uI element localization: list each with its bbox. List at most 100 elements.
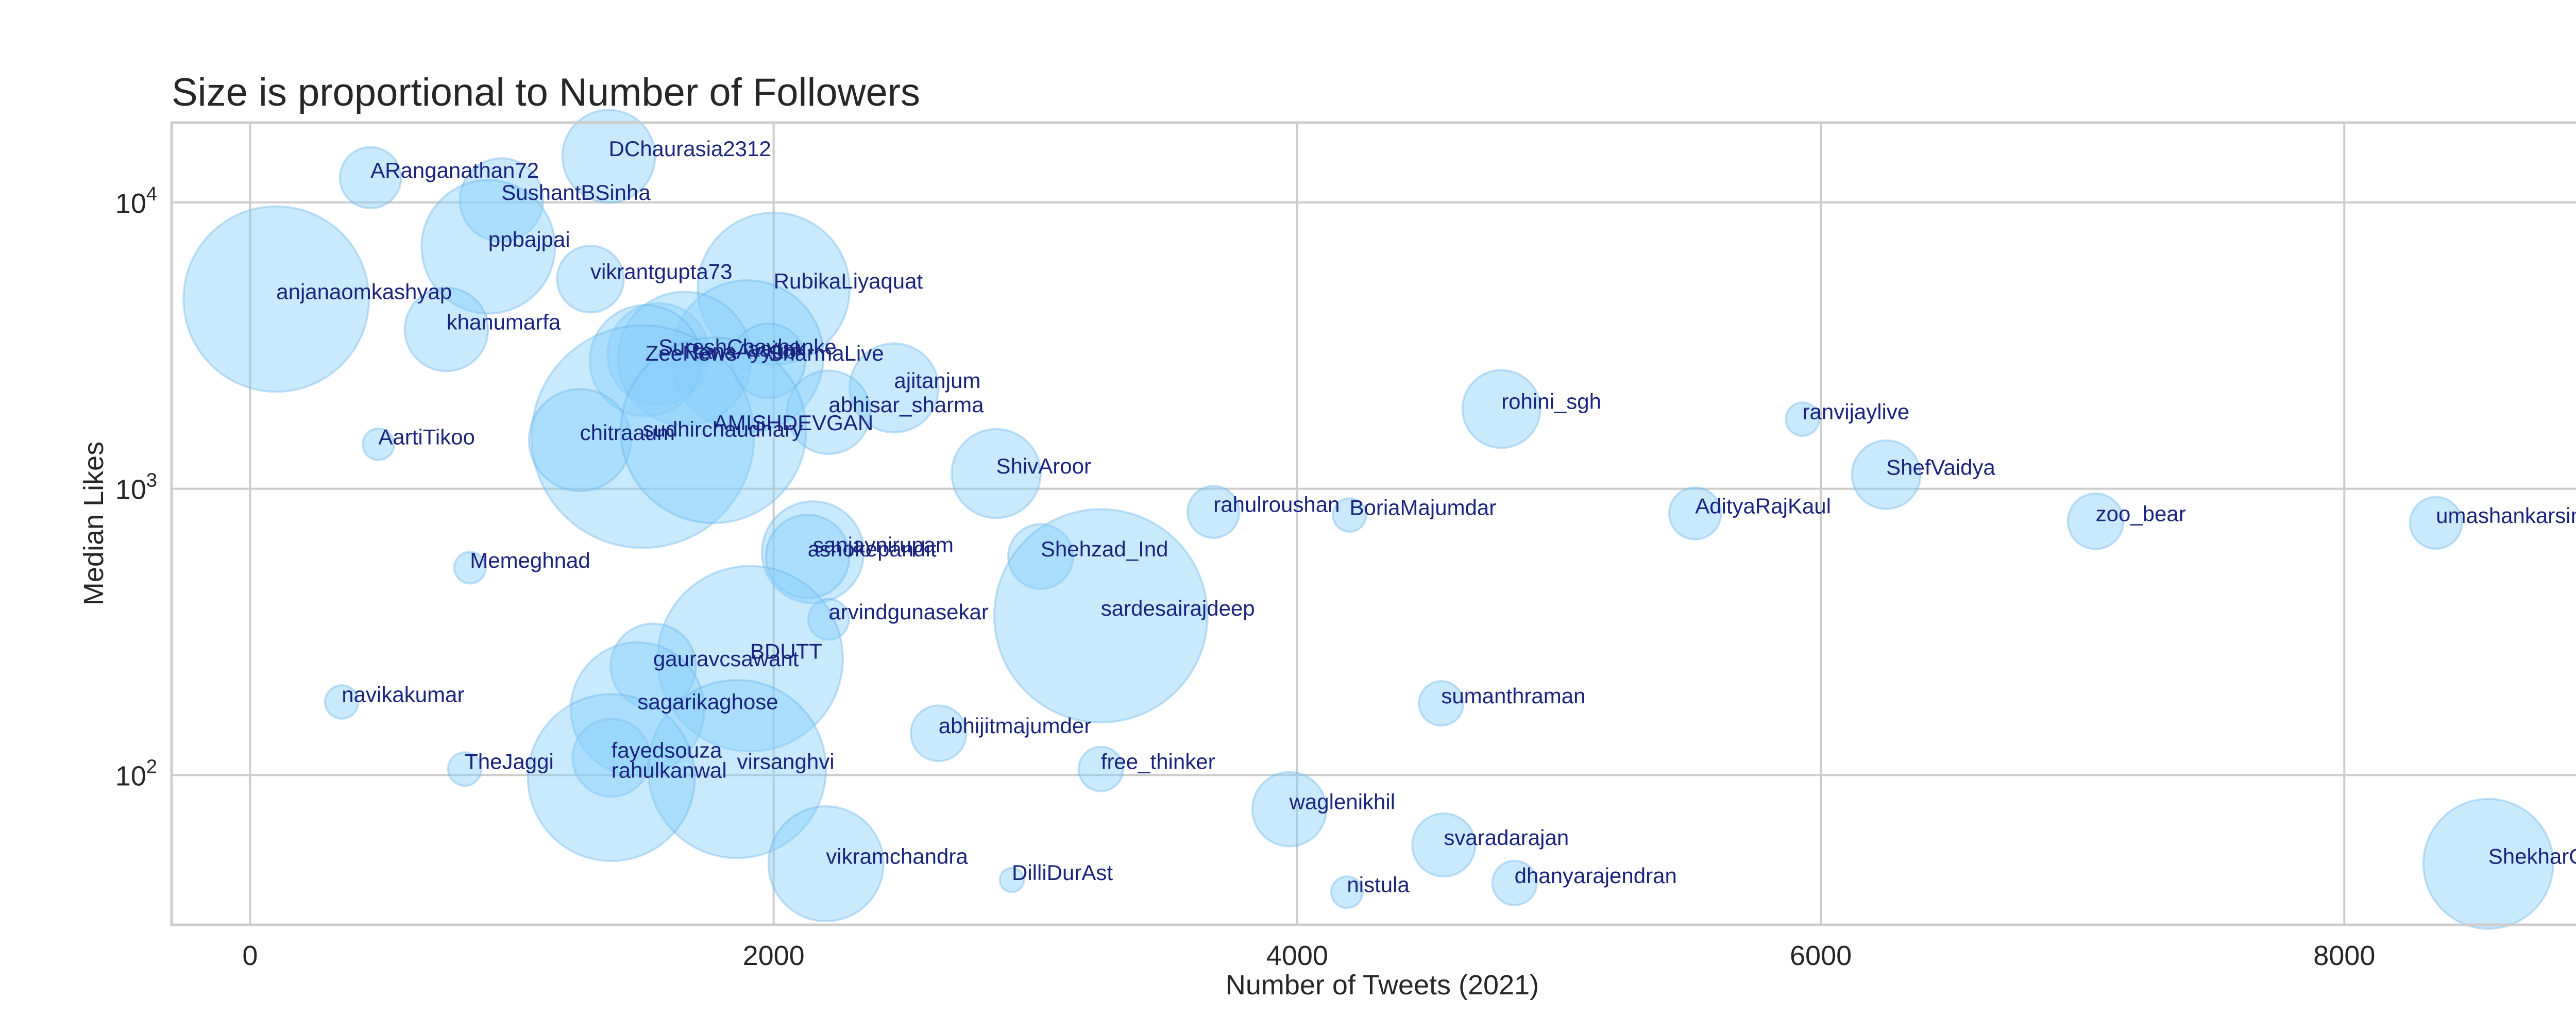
bubble-rahulkanwal[interactable] [527, 693, 696, 862]
plot-frame [170, 121, 2576, 926]
point-label-SushantBSinha: SushantBSinha [501, 180, 651, 205]
bubble-fayedsouza[interactable] [571, 718, 652, 798]
bubble-ShefVaidya[interactable] [1851, 439, 1922, 510]
point-label-waglenikhil: waglenikhil [1289, 790, 1395, 814]
point-label-free_thinker: free_thinker [1101, 750, 1215, 774]
bubble-sudhirchaudhary[interactable] [530, 324, 755, 549]
point-label-BoriaMajumdar: BoriaMajumdar [1349, 496, 1496, 520]
point-label-gauravcsawant: gauravcsawant [653, 647, 799, 671]
bubble-chitraaum[interactable] [528, 388, 632, 493]
point-label-sanjaynirupam: sanjaynirupam [813, 533, 954, 557]
point-label-dhanyarajendran: dhanyarajendran [1515, 863, 1677, 888]
bubble-vikramchandra[interactable] [767, 805, 885, 923]
bubble-SharmaLive[interactable] [730, 323, 807, 399]
bubble-DChaurasia2312[interactable] [561, 109, 656, 204]
point-label-rohini_sgh: rohini_sgh [1501, 390, 1601, 414]
bubble-arvindgunasekar[interactable] [807, 598, 850, 641]
point-label-virsanghvi: virsanghvi [737, 750, 835, 774]
bubble-sanjaynirupam[interactable] [760, 500, 865, 604]
bubble-vikrantgupta73[interactable] [556, 244, 625, 314]
point-label-khanumarfa: khanumarfa [447, 310, 561, 334]
tick-label-layer: 0 2000 4000 6000 8000 102 103 104 [115, 183, 2376, 971]
point-label-Memeghnad: Memeghnad [470, 548, 590, 572]
bubble-sumanthraman[interactable] [1418, 680, 1465, 727]
point-label-rahulroushan: rahulroushan [1213, 493, 1340, 517]
bubble-ashokepandit[interactable] [765, 514, 851, 600]
bubble-aajtak[interactable] [670, 279, 825, 434]
grid-layer [172, 123, 2576, 925]
point-label-umashankarsingh: umashankarsingh [2436, 503, 2576, 528]
bubble-BoriaMajumdar[interactable] [1332, 497, 1367, 533]
bubble-nistula[interactable] [1330, 875, 1364, 909]
bubble-sardesairajdeep[interactable] [993, 508, 1209, 724]
point-label-vikramchandra: vikramchandra [826, 844, 968, 869]
bubble-khanumarfa[interactable] [403, 286, 489, 372]
point-label-abhisar_sharma: abhisar_sharma [828, 393, 984, 417]
x-tick-label: 2000 [743, 940, 805, 971]
bubble-ppbajpai[interactable] [420, 179, 556, 315]
bubble-TheJaggi[interactable] [447, 751, 483, 787]
bubble-zoo_bear[interactable] [2066, 492, 2125, 550]
x-tick-label: 0 [242, 940, 258, 971]
point-label-sagarikaghose: sagarikaghose [637, 689, 778, 714]
y-axis-label: Median Likes [78, 442, 109, 605]
bubble-waglenikhil[interactable] [1251, 771, 1328, 848]
bubble-ajitanjum[interactable] [848, 342, 940, 434]
point-label-chitraaum: chitraaum [580, 420, 675, 445]
bubble-abhisar_sharma[interactable] [786, 369, 872, 455]
bubble-dhanyarajendran[interactable] [1491, 859, 1538, 906]
point-label-ShefVaidya: ShefVaidya [1886, 455, 1995, 479]
x-tick-label: 4000 [1266, 940, 1328, 971]
bubble-AartiTikoo[interactable] [361, 427, 396, 461]
bubble-Shehzad_Ind[interactable] [1007, 523, 1074, 590]
bubble-SushantBSinha[interactable] [459, 157, 545, 243]
bubble-free_thinker[interactable] [1077, 746, 1124, 792]
point-label-DilliDurAst: DilliDurAst [1012, 860, 1113, 885]
bubble-abhijitmajumder[interactable] [909, 704, 968, 763]
bubble-AdityaRajKaul[interactable] [1668, 486, 1722, 540]
point-label-vikrantgupta73: vikrantgupta73 [590, 260, 733, 284]
bubble-RubikaLiyaquat[interactable] [697, 211, 851, 366]
bubble-anjanaomkashyap[interactable] [182, 205, 370, 393]
bubble-ShivAroor[interactable] [951, 428, 1042, 519]
point-label-AdityaRajKaul: AdityaRajKaul [1695, 494, 1831, 518]
point-label-SureshChavhanke: SureshChavhanke [658, 335, 837, 359]
bubble-rohini_sgh[interactable] [1461, 369, 1541, 449]
bubble-AMISHDEVGAN[interactable] [619, 336, 807, 524]
bubble-ShekharGupta[interactable] [2422, 798, 2554, 930]
point-label-Shehzad_Ind: Shehzad_Ind [1041, 537, 1168, 561]
point-label-abhijitmajumder: abhijitmajumder [939, 714, 1091, 738]
point-label-fayedsouza: fayedsouza [612, 738, 722, 763]
point-label-AMISHDEVGAN: AMISHDEVGAN [714, 411, 873, 435]
point-label-ShivAroor: ShivAroor [996, 454, 1091, 478]
point-label-ARanganathan72: ARanganathan72 [370, 158, 539, 182]
bubble-BDUTT[interactable] [656, 565, 844, 753]
point-label-rahulkanwal: rahulkanwal [612, 758, 727, 782]
bubble-DilliDurAst[interactable] [998, 867, 1025, 893]
bubble-ARanganathan72[interactable] [338, 146, 402, 210]
bubble-ZeeNews[interactable] [588, 304, 702, 418]
point-label-ZeeNews: ZeeNews [646, 341, 737, 365]
bubble-navikakumar[interactable] [324, 684, 360, 720]
y-tick-label: 102 [115, 756, 157, 791]
bubble-rahulroushan[interactable] [1186, 485, 1241, 539]
point-label-zoo_bear: zoo_bear [2096, 502, 2186, 526]
bubble-svaradarajan[interactable] [1411, 812, 1477, 878]
point-label-ShekharGupta: ShekharGupta [2488, 844, 2576, 869]
bubble-virsanghvi[interactable] [647, 679, 827, 859]
bubble-Memeghnad[interactable] [453, 551, 487, 585]
bubble-gauravcsawant[interactable] [609, 622, 697, 710]
point-label-DChaurasia2312: DChaurasia2312 [609, 137, 771, 161]
bubble-ranvijaylive[interactable] [1785, 401, 1820, 437]
point-label-BDUTT: BDUTT [750, 639, 822, 663]
point-label-ranvijaylive: ranvijaylive [1803, 400, 1910, 424]
point-label-nistula: nistula [1347, 873, 1410, 897]
bubble-sagarikaghose[interactable] [569, 641, 706, 777]
bubble-RanaAyyub[interactable] [617, 291, 753, 427]
point-label-SharmaLive: SharmaLive [768, 341, 884, 365]
bubble-umashankarsingh[interactable] [2409, 496, 2463, 550]
point-label-ppbajpai: ppbajpai [488, 227, 570, 251]
point-label-TheJaggi: TheJaggi [465, 750, 554, 774]
bubble-SureshChavhanke[interactable] [606, 302, 711, 407]
